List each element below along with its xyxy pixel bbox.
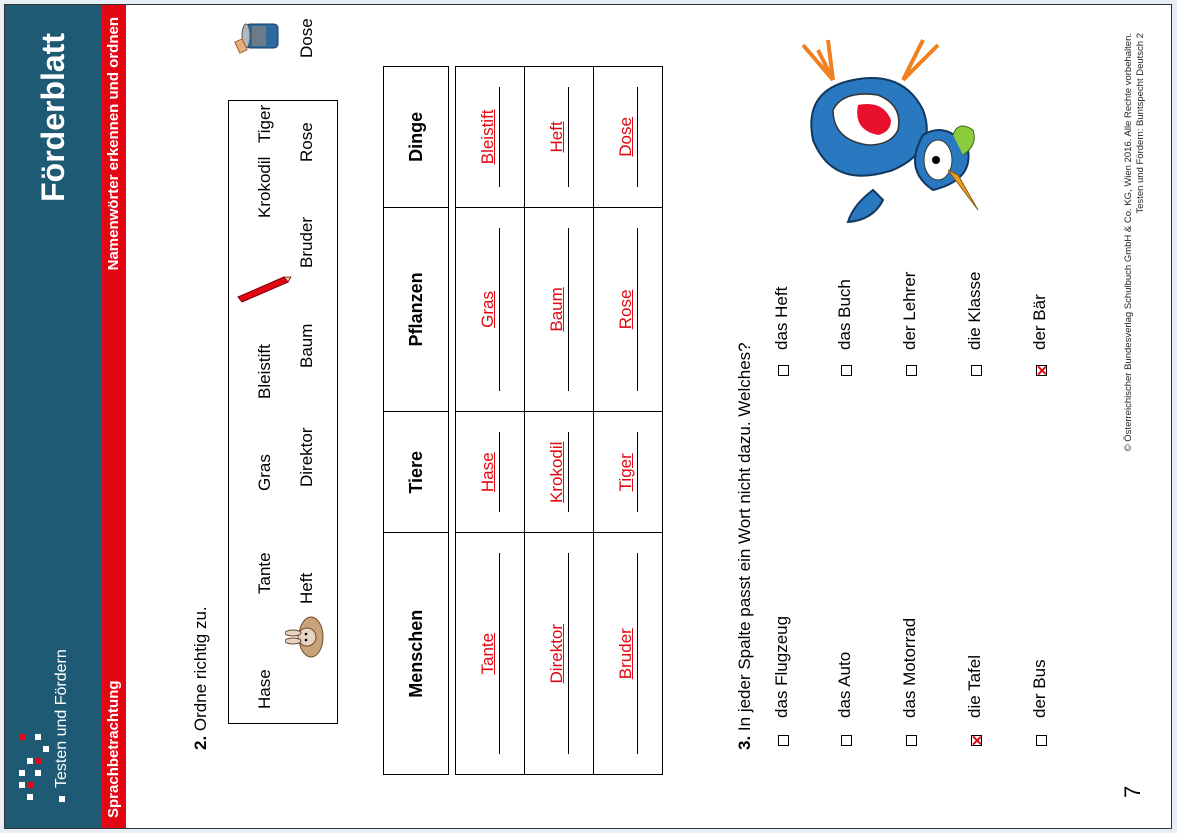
answer[interactable]: Bleistift bbox=[478, 109, 497, 165]
bleistift-icon bbox=[237, 276, 292, 303]
header-bar: Testen und Fördern Förderblatt bbox=[5, 5, 102, 828]
word-box: Hase Tante Gras Bleistift Krokodil Tiger… bbox=[228, 18, 338, 724]
header-cell: Tiere bbox=[383, 411, 449, 533]
option-label: das Flugzeug bbox=[772, 615, 791, 718]
answer[interactable]: Heft bbox=[547, 121, 566, 153]
option-label: das Auto bbox=[835, 651, 854, 718]
header-cell: Pflanzen bbox=[383, 207, 449, 412]
task3-heading: 3. In jeder Spalte passt ein Wort nicht … bbox=[735, 342, 754, 750]
answer[interactable]: Gras bbox=[478, 291, 497, 328]
option-label: das Buch bbox=[835, 279, 854, 350]
table-row: Tante Hase Gras Bleistift bbox=[455, 66, 525, 775]
copyright-line: Testen und Fördern: Buntspecht Deutsch 2 bbox=[1135, 33, 1146, 214]
checkbox[interactable] bbox=[778, 735, 789, 746]
word: Direktor bbox=[297, 427, 316, 487]
answer[interactable]: Hase bbox=[478, 452, 497, 493]
table-row: Bruder Tiger Rose Dose bbox=[593, 66, 663, 775]
table-header-row: Menschen Tiere Pflanzen Dinge bbox=[383, 66, 449, 775]
word: Tante bbox=[255, 552, 274, 594]
word: Bruder bbox=[297, 216, 316, 268]
worksheet-frame: Testen und Fördern Förderblatt Sprachbet… bbox=[4, 4, 1172, 829]
brand-name: Testen und Fördern bbox=[53, 649, 71, 802]
word: Hase bbox=[255, 669, 274, 709]
word: Dose bbox=[297, 18, 316, 58]
checkbox[interactable] bbox=[841, 735, 852, 746]
dose-icon bbox=[234, 23, 279, 54]
table-row: Direktor Krokodil Baum Heft bbox=[524, 66, 594, 775]
option-label: der Lehrer bbox=[900, 271, 919, 350]
answer[interactable]: Baum bbox=[547, 287, 566, 332]
word: Tiger bbox=[255, 104, 274, 143]
sorting-table: Menschen Tiere Pflanzen Dinge Tante Hase… bbox=[383, 66, 663, 775]
word: Bleistift bbox=[255, 344, 274, 399]
subheader-bar: Sprachbetrachtung Namenwörter erkennen u… bbox=[102, 5, 126, 828]
option-label: das Heft bbox=[772, 286, 791, 350]
checkbox-checked[interactable] bbox=[1036, 365, 1047, 376]
option-label: der Bär bbox=[1030, 294, 1049, 350]
option-label: der Bus bbox=[1030, 659, 1049, 718]
woodpecker-icon bbox=[801, 39, 979, 224]
answer[interactable]: Tante bbox=[478, 632, 497, 675]
hase-icon bbox=[285, 616, 324, 658]
answer[interactable]: Tiger bbox=[616, 453, 635, 492]
page-number: 7 bbox=[1120, 785, 1145, 798]
word: Heft bbox=[297, 572, 316, 604]
answer[interactable]: Dose bbox=[616, 117, 635, 157]
answer[interactable]: Bruder bbox=[616, 628, 635, 680]
checkbox[interactable] bbox=[906, 365, 917, 376]
task2-heading: 2. Ordne richtig zu. bbox=[191, 606, 210, 750]
copyright-line: © Österreichischer Bundesverlag Schulbuc… bbox=[1123, 33, 1134, 452]
worksheet-page: Testen und Fördern Förderblatt Sprachbet… bbox=[5, 5, 1171, 828]
checkbox[interactable] bbox=[971, 365, 982, 376]
word: Baum bbox=[297, 323, 316, 368]
checkbox-checked[interactable] bbox=[971, 735, 982, 746]
header-cell: Dinge bbox=[383, 66, 449, 208]
checkbox[interactable] bbox=[906, 735, 917, 746]
word: Gras bbox=[255, 454, 274, 491]
section-label: Sprachbetrachtung bbox=[105, 680, 122, 818]
option-label: die Tafel bbox=[965, 654, 984, 718]
answer[interactable]: Krokodil bbox=[547, 441, 566, 503]
checkbox[interactable] bbox=[778, 365, 789, 376]
option-label: das Motorrad bbox=[900, 617, 919, 718]
header-cell: Menschen bbox=[383, 532, 449, 775]
word: Krokodil bbox=[255, 156, 274, 218]
answer[interactable]: Rose bbox=[616, 289, 635, 330]
answer[interactable]: Direktor bbox=[547, 623, 566, 684]
page-title: Förderblatt bbox=[35, 33, 71, 202]
option-label: die Klasse bbox=[965, 271, 984, 350]
topic-label: Namenwörter erkennen und ordnen bbox=[105, 17, 122, 271]
checkbox[interactable] bbox=[1036, 735, 1047, 746]
checkbox[interactable] bbox=[841, 365, 852, 376]
word: Rose bbox=[297, 122, 316, 162]
